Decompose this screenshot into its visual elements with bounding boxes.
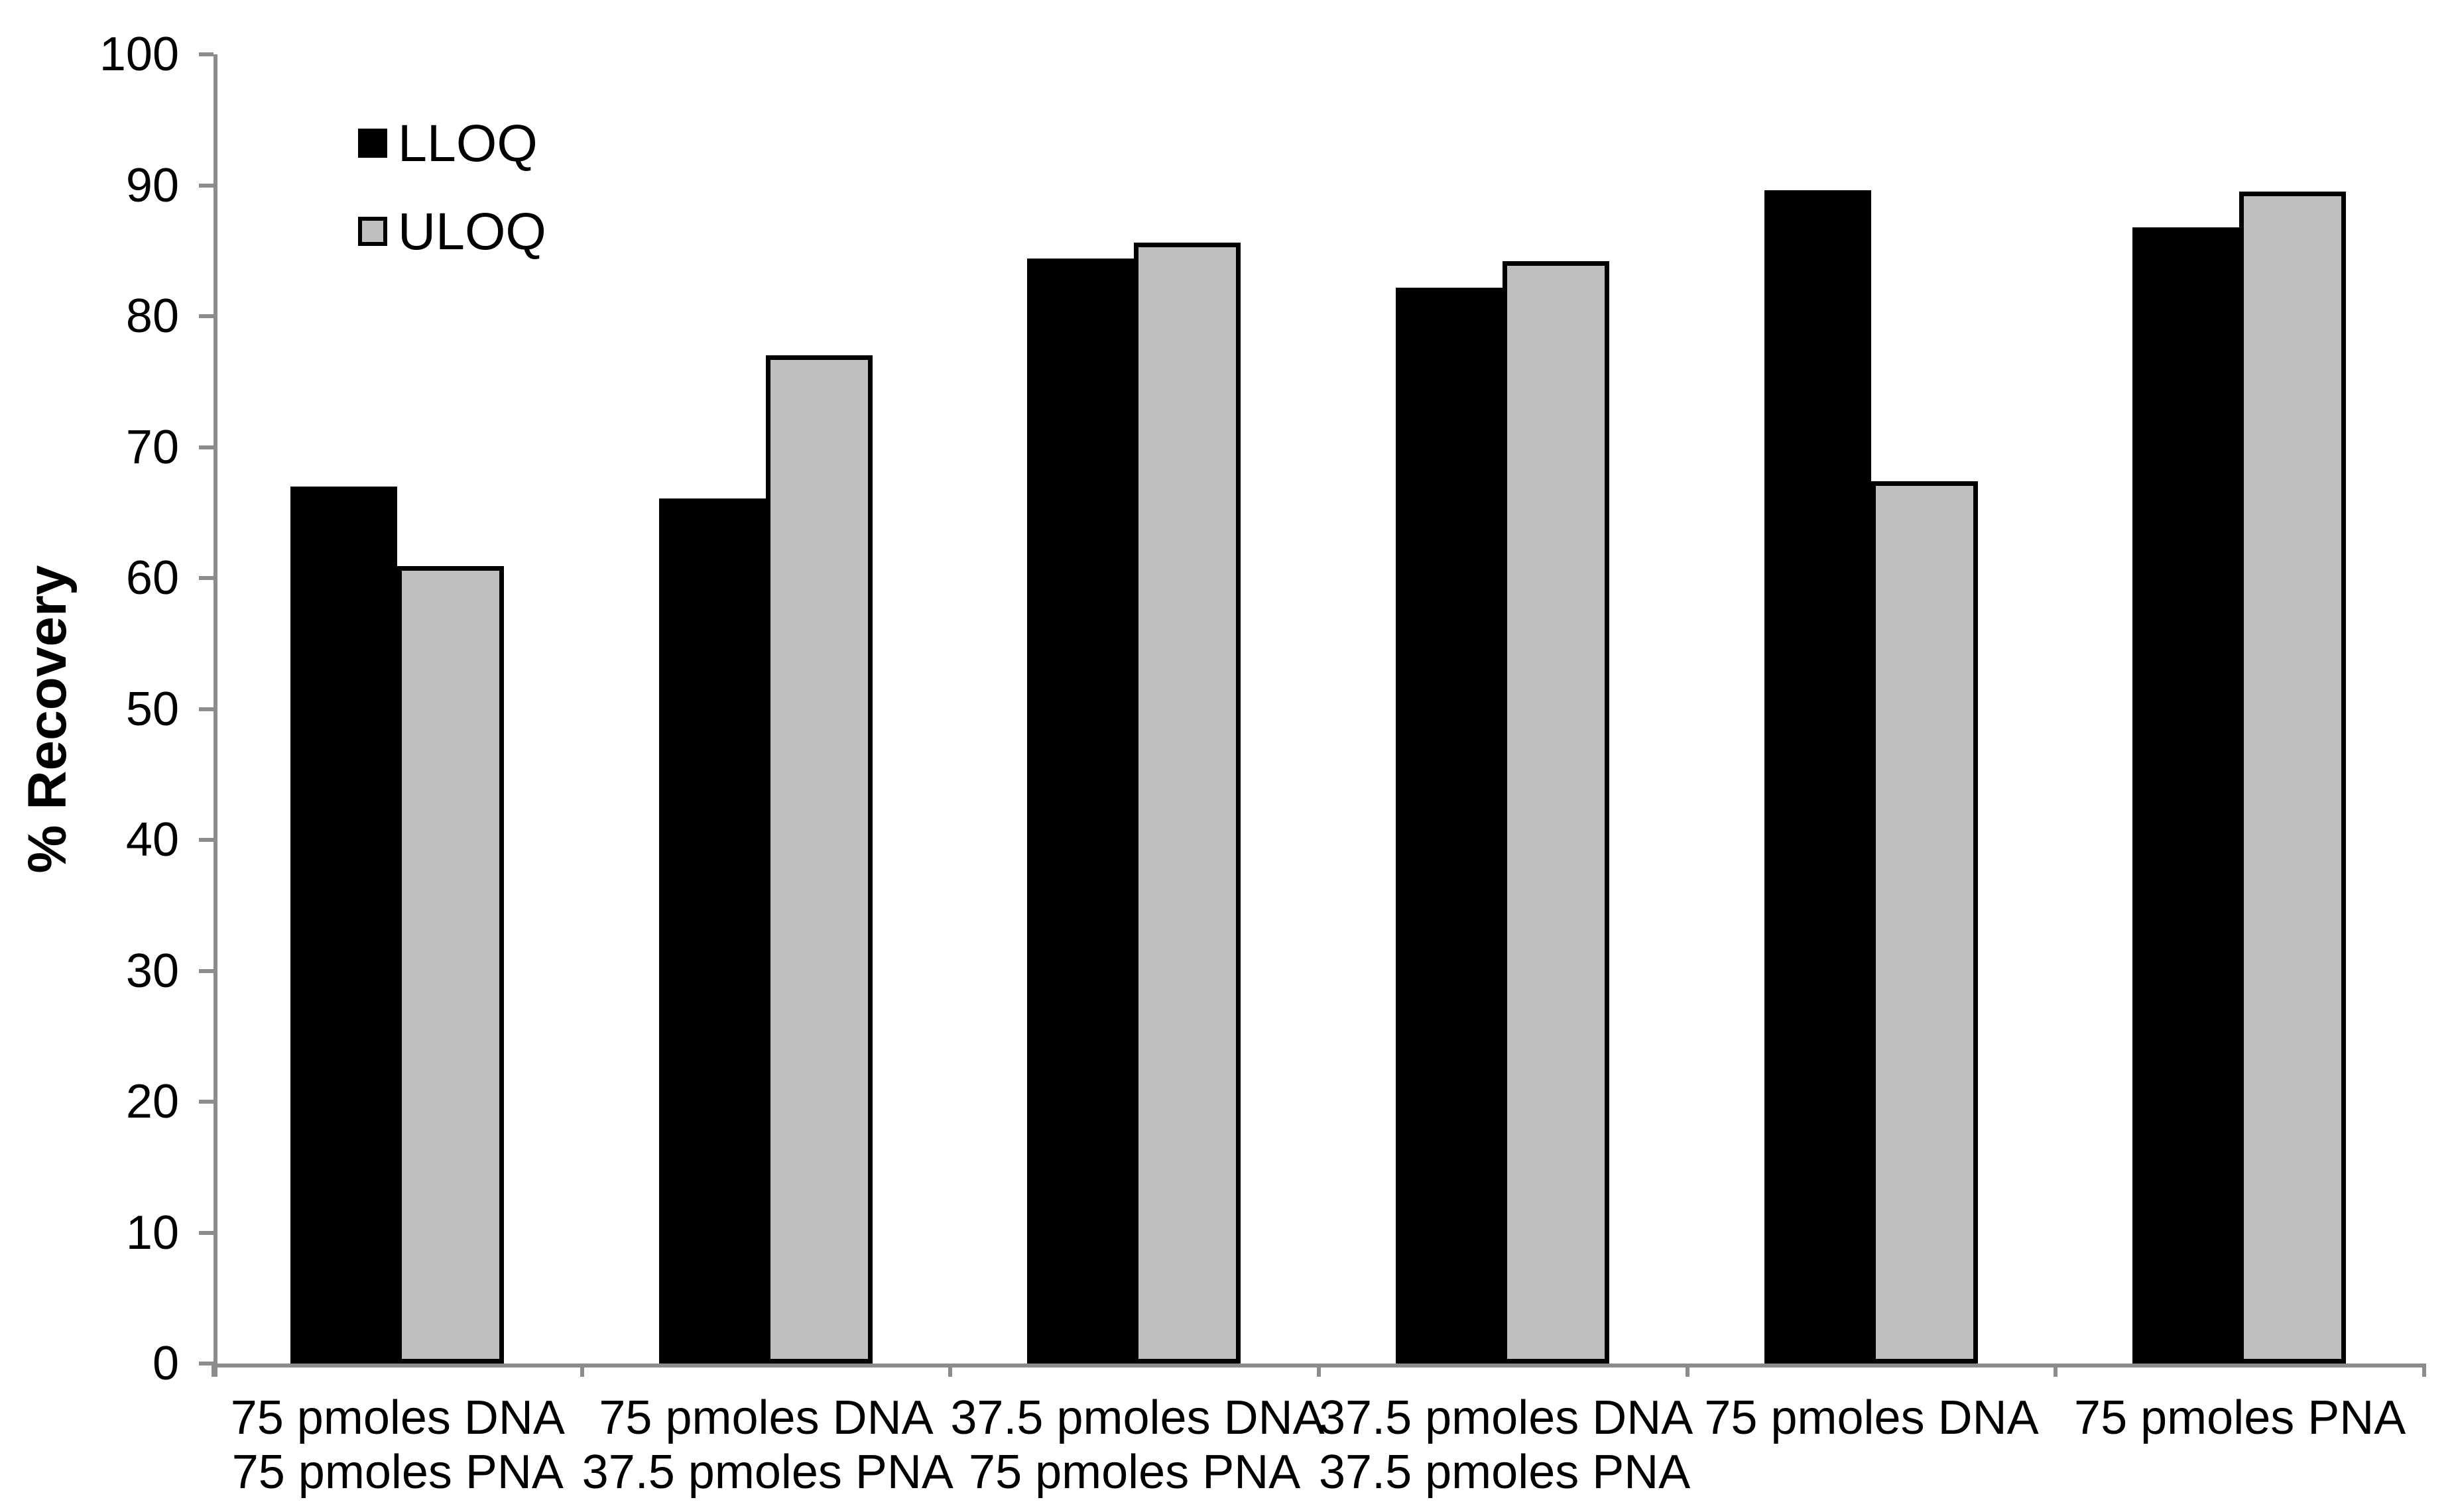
x-tick-mark	[948, 1364, 953, 1377]
y-tick-mark	[199, 1100, 214, 1104]
x-category-label-line: 37.5 pmoles PNA	[582, 1446, 953, 1499]
x-category-label-line: 75 pmoles PNA	[969, 1446, 1301, 1499]
legend: LLOQ ULOQ	[358, 113, 546, 261]
x-tick-mark	[2422, 1364, 2427, 1377]
x-category-label-line: 37.5 pmoles DNA	[950, 1391, 1325, 1444]
x-category-label: 75 pmoles PNA	[2056, 1391, 2424, 1445]
y-tick-label: 50	[125, 682, 179, 736]
x-tick-mark	[2054, 1364, 2058, 1377]
y-tick-label: 30	[125, 944, 179, 998]
y-tick-mark	[199, 183, 214, 188]
y-tick-mark	[199, 838, 214, 842]
y-axis-line	[214, 54, 217, 1377]
bar-lloq-group-3	[1027, 259, 1135, 1364]
bar-lloq-group-2	[658, 498, 766, 1364]
x-category-label-line: 75 pmoles DNA	[1704, 1391, 2039, 1444]
legend-item-uloq: ULOQ	[358, 201, 546, 261]
x-category-label-line: 37.5 pmoles PNA	[1319, 1446, 1691, 1499]
y-tick-label: 90	[125, 158, 179, 212]
y-tick-mark	[199, 707, 214, 711]
x-category-label: 75 pmoles DNA	[1688, 1391, 2056, 1445]
x-category-label-line: 75 pmoles PNA	[2074, 1391, 2406, 1444]
bar-uloq-group-5	[1871, 481, 1978, 1364]
y-tick-mark	[199, 1362, 214, 1366]
x-category-label-line: 75 pmoles PNA	[231, 1446, 564, 1499]
bar-lloq-group-1	[290, 486, 397, 1364]
y-tick-label: 0	[152, 1337, 179, 1390]
bar-lloq-group-4	[1396, 287, 1503, 1364]
y-tick-label: 100	[99, 28, 179, 81]
y-tick-mark	[199, 968, 214, 973]
bar-uloq-group-1	[397, 566, 504, 1364]
bar-uloq-group-4	[1503, 261, 1609, 1364]
y-tick-mark	[199, 576, 214, 580]
y-tick-mark	[199, 52, 214, 56]
y-tick-mark	[199, 314, 214, 318]
y-tick-mark	[199, 445, 214, 449]
x-category-label: 75 pmoles DNA 75 pmoles PNA	[214, 1391, 582, 1499]
bar-uloq-group-6	[2239, 192, 2347, 1364]
x-category-label-line: 37.5 pmoles DNA	[1319, 1391, 1693, 1444]
x-category-label: 75 pmoles DNA 37.5 pmoles PNA	[582, 1391, 953, 1499]
legend-swatch-uloq	[358, 216, 387, 246]
bar-uloq-group-2	[765, 355, 873, 1364]
y-tick-label: 10	[125, 1206, 179, 1259]
legend-label-lloq: LLOQ	[398, 113, 538, 172]
x-tick-mark	[1317, 1364, 1321, 1377]
bar-lloq-group-5	[1764, 190, 1871, 1364]
y-tick-label: 80	[125, 290, 179, 343]
y-tick-mark	[199, 1230, 214, 1235]
x-tick-mark	[580, 1364, 584, 1377]
x-category-label-line: 75 pmoles DNA	[230, 1391, 565, 1444]
x-tick-mark	[1685, 1364, 1689, 1377]
bar-uloq-group-3	[1134, 243, 1241, 1364]
x-category-label-line: 75 pmoles DNA	[599, 1391, 934, 1444]
legend-swatch-lloq	[358, 128, 387, 158]
y-tick-label: 20	[125, 1075, 179, 1128]
x-axis-line	[214, 1364, 2427, 1367]
y-tick-label: 40	[125, 813, 179, 866]
legend-item-lloq: LLOQ	[358, 113, 546, 173]
y-tick-label: 60	[125, 552, 179, 605]
bar-lloq-group-6	[2132, 227, 2240, 1364]
y-tick-label: 70	[125, 420, 179, 474]
x-category-label: 37.5 pmoles DNA 37.5 pmoles PNA	[1319, 1391, 1693, 1499]
legend-label-uloq: ULOQ	[398, 201, 546, 261]
x-category-label: 37.5 pmoles DNA 75 pmoles PNA	[950, 1391, 1325, 1499]
